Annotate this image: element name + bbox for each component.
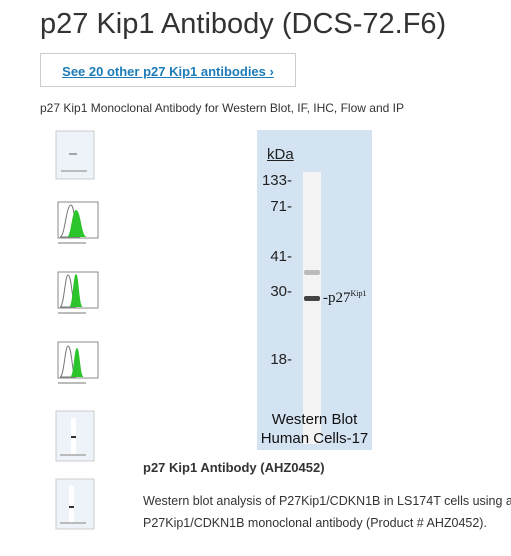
thumbnail[interactable]	[55, 130, 95, 180]
band	[304, 296, 320, 301]
thumbnail[interactable]	[55, 340, 101, 390]
lane	[303, 172, 321, 444]
marker-label: 30-	[270, 283, 292, 300]
page-title: p27 Kip1 Antibody (DCS-72.F6)	[40, 8, 447, 40]
band-label: -p27Kip1	[323, 289, 367, 307]
thumbnail[interactable]	[55, 410, 95, 462]
thumbnail[interactable]	[55, 200, 101, 250]
description-text: Western blot analysis of P27Kip1/CDKN1B …	[143, 494, 511, 530]
other-antibodies-link[interactable]: See 20 other p27 Kip1 antibodies ›	[62, 64, 274, 79]
caption: Western Blot	[271, 411, 358, 428]
marker-label: 71-	[270, 198, 292, 215]
description-title: p27 Kip1 Antibody (AHZ0452)	[143, 460, 325, 475]
link-box: See 20 other p27 Kip1 antibodies ›	[40, 53, 296, 87]
subtitle: p27 Kip1 Monoclonal Antibody for Western…	[40, 101, 404, 115]
thumbnail[interactable]	[55, 270, 101, 320]
marker-label: 41-	[270, 248, 292, 265]
band-label-text: -p27	[323, 290, 351, 306]
band	[304, 270, 320, 275]
band-label-sup: Kip1	[350, 289, 367, 298]
marker-label: 18-	[270, 351, 292, 368]
western-blot-image: kDa 133- 71- 41- 30- 18- -p27Kip1 Wester…	[257, 130, 372, 450]
thumbnail[interactable]	[55, 478, 95, 530]
caption: Human Cells-17	[260, 430, 369, 447]
unit-label: kDa	[267, 146, 294, 163]
marker-label: 133-	[261, 172, 292, 189]
